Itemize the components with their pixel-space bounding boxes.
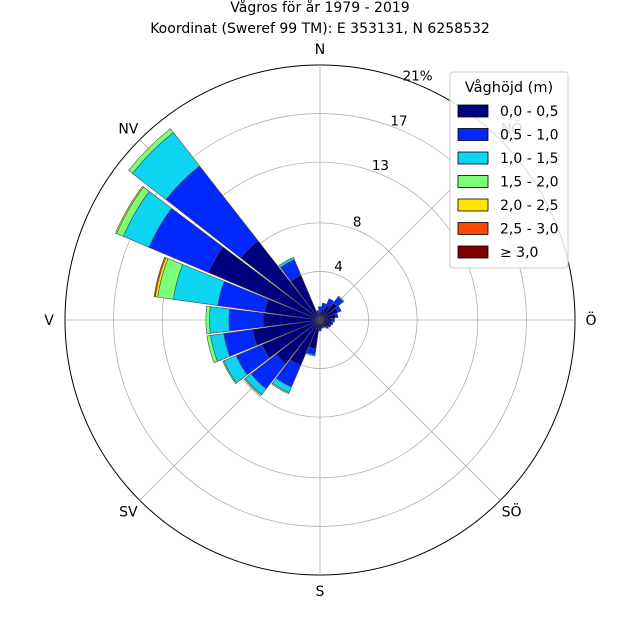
legend-label: ≥ 3,0 <box>500 245 538 261</box>
sector-bar-segment <box>244 377 263 396</box>
legend-label: 1,0 - 1,5 <box>500 151 558 167</box>
direction-label: Ö <box>585 311 596 329</box>
legend-swatch <box>457 128 489 141</box>
radial-tick-label: 17 <box>390 113 407 129</box>
sector-bar-segment <box>205 305 211 335</box>
legend-label: 0,0 - 0,5 <box>500 104 558 120</box>
radial-tick-label: 4 <box>334 259 343 275</box>
direction-label: SÖ <box>502 503 522 521</box>
legend-swatch <box>457 151 489 165</box>
sector-bar-segment <box>331 317 335 323</box>
sector-bar-segment <box>128 128 174 174</box>
legend: Våghöjd (m) 0,0 - 0,5 0,5 - 1,0 1,0 - 1,5 1… <box>449 71 569 269</box>
sector-bar-segment <box>318 329 322 332</box>
legend-swatch <box>457 245 489 259</box>
radial-tick-label: 21% <box>403 68 433 84</box>
sector-bar-segment <box>335 305 342 313</box>
sector-bar-segment <box>305 352 316 357</box>
sector-bar-segment <box>315 310 320 315</box>
legend-swatch <box>457 104 489 118</box>
radial-tick-label: 13 <box>372 158 389 174</box>
sector-bar-segment <box>271 382 290 395</box>
direction-label: V <box>44 313 54 329</box>
sector-bar-segment <box>115 185 144 234</box>
legend-swatch <box>457 175 489 188</box>
sector-bar-segment <box>209 306 230 334</box>
sector-bar-segment <box>153 256 167 298</box>
sector-bar-segment <box>222 360 237 384</box>
sector-bar-segment <box>228 308 264 332</box>
sector-bar-segment <box>321 302 327 311</box>
sector-bar-segment <box>325 298 335 308</box>
legend-title: Våghöjd (m) <box>465 79 553 96</box>
sector-bar-segment <box>278 257 295 269</box>
legend-label: 2,0 - 2,5 <box>500 198 558 214</box>
legend-swatch <box>457 198 489 212</box>
direction-label: S <box>316 584 325 600</box>
sector-bar-segment <box>334 312 339 319</box>
legend-swatch <box>457 222 489 235</box>
direction-label: SV <box>119 505 138 521</box>
sector-bar-segment <box>325 325 330 330</box>
chart-subtitle: Koordinat (Sweref 99 TM): E 353131, N 62… <box>150 21 490 37</box>
chart-title: Vågros för år 1979 - 2019 <box>230 0 409 16</box>
radial-tick-labels: 4 8 13 17 21% <box>334 68 432 275</box>
sector-bar-segment <box>328 323 332 328</box>
direction-label: N <box>315 42 325 58</box>
direction-label: NV <box>118 121 138 137</box>
legend-label: 2,5 - 3,0 <box>500 222 558 238</box>
sector-bars <box>115 128 345 396</box>
grid-spoke <box>319 319 501 501</box>
radial-tick-label: 8 <box>353 214 362 230</box>
legend-frame <box>449 71 569 269</box>
sector-bar-segment <box>337 295 345 303</box>
legend-label: 0,5 - 1,0 <box>500 128 558 144</box>
sector-bar-segment <box>206 335 218 364</box>
sector-bar-segment <box>330 321 334 326</box>
sector-bar-segment <box>320 326 324 329</box>
legend-label: 1,5 - 2,0 <box>500 175 558 191</box>
